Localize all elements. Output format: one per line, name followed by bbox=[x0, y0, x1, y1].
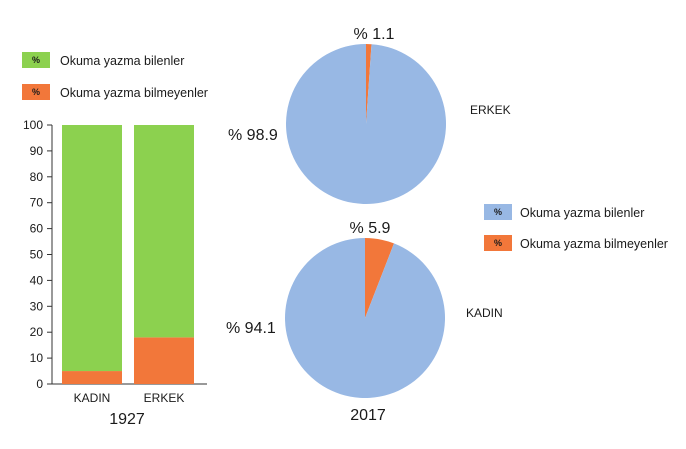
pie-year-label: 2017 bbox=[350, 407, 386, 424]
y-tick-label: 100 bbox=[23, 118, 43, 132]
pie-erkek-label-literate: % 98.9 bbox=[228, 127, 278, 144]
pie-kadin-label-literate: % 94.1 bbox=[226, 320, 276, 337]
y-tick-label: 80 bbox=[30, 170, 44, 184]
legend-swatch-symbol: % bbox=[32, 55, 40, 65]
y-tick-label: 60 bbox=[30, 222, 44, 236]
pie-slice-illiterate bbox=[365, 238, 394, 318]
pie-chart-kadin bbox=[285, 238, 446, 398]
bar-legend: % Okuma yazma bilenler % Okuma yazma bil… bbox=[22, 52, 208, 100]
y-tick-label: 20 bbox=[30, 325, 44, 339]
bar-segment-illiterate-kadin bbox=[62, 371, 122, 384]
legend-label-illiterate: Okuma yazma bilmeyenler bbox=[60, 86, 208, 100]
x-tick-label: KADIN bbox=[74, 391, 111, 405]
legend-swatch-illiterate bbox=[22, 84, 50, 100]
pie-erkek-title: ERKEK bbox=[470, 103, 511, 117]
legend-label-illiterate: Okuma yazma bilmeyenler bbox=[520, 237, 668, 251]
legend-label-literate: Okuma yazma bilenler bbox=[60, 54, 184, 68]
x-tick-label: ERKEK bbox=[144, 391, 185, 405]
y-tick-label: 90 bbox=[30, 144, 44, 158]
pie-kadin-title: KADIN bbox=[466, 306, 503, 320]
pie-slice-literate bbox=[286, 44, 447, 204]
bar-chart-marks: KADIN ERKEK bbox=[62, 125, 194, 405]
y-tick-label: 50 bbox=[30, 248, 44, 262]
y-tick-label: 70 bbox=[30, 196, 44, 210]
y-tick-label: 40 bbox=[30, 273, 44, 287]
legend-swatch-symbol: % bbox=[32, 87, 40, 97]
pie-slice-literate bbox=[285, 238, 446, 398]
pie-slice-illiterate bbox=[366, 44, 372, 124]
bar-segment-literate-kadin bbox=[62, 125, 122, 372]
bar-segment-illiterate-erkek bbox=[134, 337, 194, 384]
legend-label-literate: Okuma yazma bilenler bbox=[520, 206, 644, 220]
legend-swatch-literate bbox=[484, 204, 512, 220]
pie-kadin-label-illiterate: % 5.9 bbox=[350, 220, 391, 237]
y-tick-label: 30 bbox=[30, 299, 44, 313]
legend-swatch-symbol: % bbox=[494, 238, 502, 248]
legend-swatch-literate bbox=[22, 52, 50, 68]
legend-swatch-illiterate bbox=[484, 235, 512, 251]
pie-legend: % Okuma yazma bilenler % Okuma yazma bil… bbox=[484, 204, 668, 251]
legend-swatch-symbol: % bbox=[494, 207, 502, 217]
bar-segment-literate-erkek bbox=[134, 125, 194, 338]
y-tick-label: 10 bbox=[30, 351, 44, 365]
y-tick-label: 0 bbox=[36, 377, 43, 391]
pie-erkek-label-illiterate: % 1.1 bbox=[354, 26, 395, 43]
pie-chart-erkek bbox=[286, 44, 447, 204]
bar-chart-year-label: 1927 bbox=[109, 411, 145, 428]
